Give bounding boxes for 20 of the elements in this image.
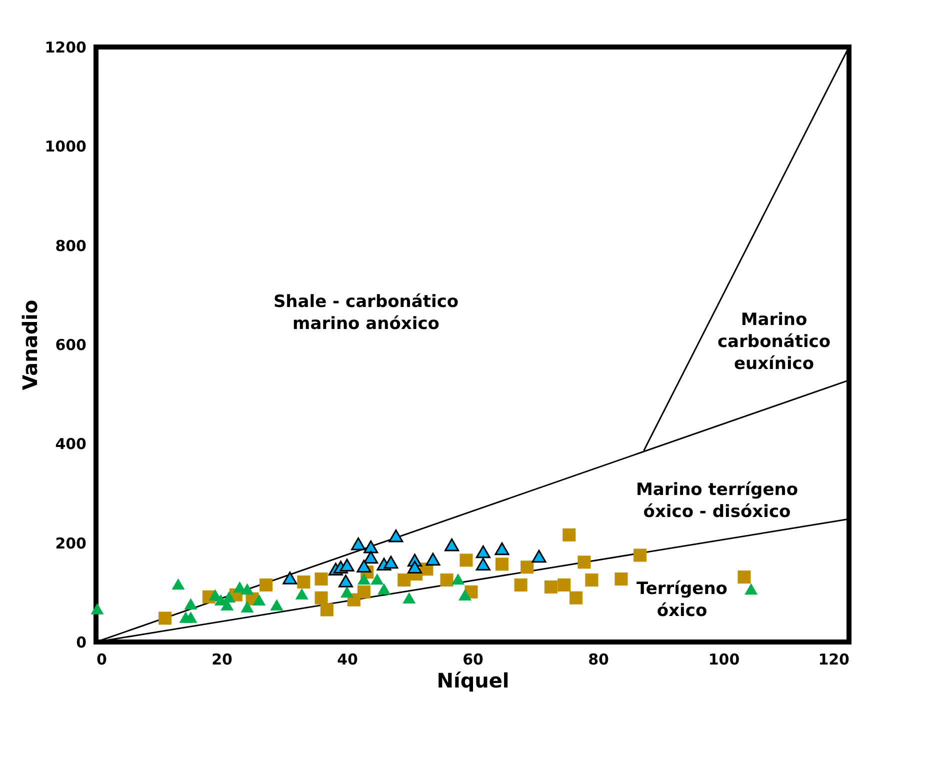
annotation: Marino terrígeno óxico - disóxico [636,480,798,522]
x-tick-label: 0 [96,650,107,668]
y-tick-label: 1000 [44,138,86,156]
annotation: Terrígeno óxico [636,579,728,621]
annotation: Marino carbonático euxínico [717,310,831,374]
y-tick-label: 400 [55,435,86,454]
y-tick-label: 600 [55,336,86,354]
x-tick-label: 120 [818,650,850,668]
x-tick-label: 20 [212,650,232,668]
y-tick-label: 200 [55,534,86,552]
x-axis-title: Níquel [436,668,510,692]
x-tick-label: 60 [462,650,484,668]
y-tick-label: 1200 [44,38,86,56]
x-tick-label: 40 [337,650,358,668]
x-tick-label: 100 [708,650,740,668]
y-axis-title: Vanadio [18,300,42,390]
y-tick-label: 0 [76,634,86,652]
x-tick-label: 80 [588,650,609,668]
y-tick-label: 800 [55,236,86,255]
annotation: Shale - carbonático marino anóxico [273,292,459,334]
